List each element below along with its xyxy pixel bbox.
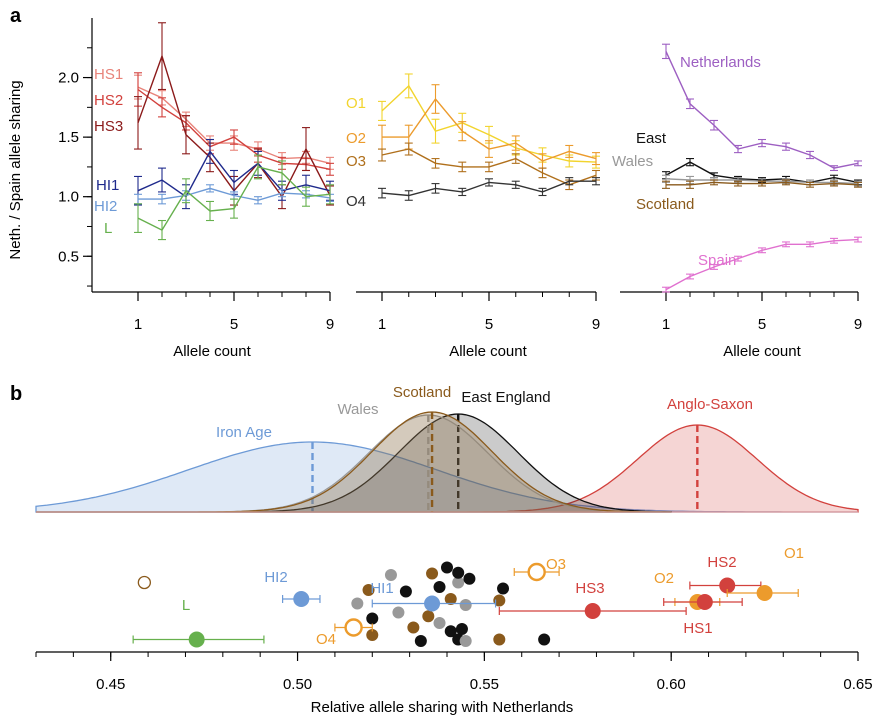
x-tick-label: 0.45 <box>96 676 125 693</box>
x-tick-label: 1 <box>662 316 670 333</box>
y-tick-label: 1.0 <box>58 189 79 206</box>
series-label-hi1: HI1 <box>96 177 119 194</box>
series-label-wales: Wales <box>612 153 653 170</box>
x-tick-label: 5 <box>485 316 493 333</box>
panel-a3-chart: 1 5 9 Netherlands East Wales Scotland Spain <box>612 43 862 333</box>
point-label-hs3: HS3 <box>575 580 604 597</box>
point-hs3 <box>584 603 601 619</box>
point-hi2 <box>293 591 310 607</box>
series-label-scotland: Scotland <box>636 196 694 213</box>
x-tick-label: 0.60 <box>657 676 686 693</box>
sample-point <box>433 581 446 593</box>
series-label-east: East <box>636 130 667 147</box>
density-label-wales: Wales <box>337 401 378 418</box>
x-tick-label: 5 <box>758 316 766 333</box>
point-l <box>188 631 205 648</box>
point-label-o2: O2 <box>654 570 674 587</box>
sample-point <box>399 585 412 598</box>
point-label-hs1: HS1 <box>683 620 712 637</box>
x-tick-label: 9 <box>592 316 600 333</box>
panel-label-b: b <box>10 383 22 405</box>
sample-point <box>444 625 457 638</box>
x-axis-label-b: Relative allele sharing with Netherlands <box>311 699 574 716</box>
sample-point <box>452 566 465 579</box>
sample-point <box>444 593 457 605</box>
point-label-l: L <box>182 597 190 614</box>
density-label-scotland: Scotland <box>393 384 451 401</box>
sample-point <box>414 635 427 647</box>
point-hs1 <box>696 594 713 610</box>
sample-point <box>497 582 510 595</box>
sample-point <box>459 635 472 647</box>
series-label-o2: O2 <box>346 130 366 147</box>
sample-point <box>392 606 405 619</box>
series-label-o4: O4 <box>346 193 366 210</box>
sample-point <box>463 572 476 585</box>
point-label-hs2: HS2 <box>707 554 736 571</box>
sample-point <box>407 621 420 634</box>
sample-point <box>493 633 506 646</box>
sample-point <box>366 629 379 641</box>
panel-label-a: a <box>10 5 22 27</box>
y-tick-label: 2.0 <box>58 70 79 87</box>
x-tick-label: 5 <box>230 316 238 333</box>
series-line-hs1 <box>137 86 331 164</box>
point-label-o4: O4 <box>316 631 336 648</box>
sample-point <box>433 617 446 629</box>
sample-point <box>422 610 435 623</box>
x-axis-label-a3: Allele count <box>723 343 801 360</box>
density-label-east-england: East England <box>461 389 550 406</box>
point-label-hi1: HI1 <box>370 580 393 597</box>
sample-point <box>366 612 379 625</box>
density-label-anglo-saxon: Anglo-Saxon <box>667 396 753 413</box>
point-label-hi2: HI2 <box>264 569 287 586</box>
x-tick-label: 1 <box>134 316 142 333</box>
point-o1 <box>756 585 773 601</box>
point-label-o1: O1 <box>784 545 804 562</box>
point-o4 <box>344 618 363 637</box>
x-tick-label: 9 <box>854 316 862 333</box>
series-label-hs2: HS2 <box>94 92 123 109</box>
series-label-hs3: HS3 <box>94 118 123 135</box>
x-tick-label: 0.50 <box>283 676 312 693</box>
y-axis-label-a1: Neth. / Spain allele sharing <box>7 80 24 259</box>
series-label-o3: O3 <box>346 153 366 170</box>
sample-point <box>455 623 468 635</box>
point-o3 <box>527 562 546 582</box>
panel-a1-chart: 1 5 9 0.5 1.0 1.5 2.0 HS1 HS2 HS3 HI1 HI2 L <box>58 18 334 333</box>
panel-a2-chart: 1 5 9 O1 O2 O3 O4 <box>346 73 600 333</box>
sample-point <box>384 569 397 581</box>
x-axis-label-a1: Allele count <box>173 343 251 360</box>
point-label-o3: O3 <box>546 556 566 573</box>
x-tick-label: 9 <box>326 316 334 333</box>
series-label-netherlands: Netherlands <box>680 54 761 71</box>
y-tick-label: 1.5 <box>58 129 79 146</box>
series-label-o1: O1 <box>346 95 366 112</box>
series-label-hi2: HI2 <box>94 198 117 215</box>
x-tick-label: 0.55 <box>470 676 499 693</box>
sample-point <box>426 567 439 580</box>
sample-point <box>538 633 551 646</box>
point-hi1 <box>424 595 441 612</box>
x-tick-label: 0.65 <box>843 676 872 693</box>
sample-point <box>137 575 152 590</box>
sample-point <box>362 584 375 596</box>
x-tick-label: 1 <box>378 316 386 333</box>
point-hs2 <box>719 577 736 594</box>
series-label-l: L <box>104 220 112 237</box>
series-label-spain: Spain <box>698 252 736 269</box>
sample-point <box>452 576 465 589</box>
y-tick-label: 0.5 <box>58 248 79 265</box>
panel-b-chart: Iron Age Anglo-Saxon East England Wales Scot… <box>35 384 872 693</box>
sample-point <box>459 599 472 611</box>
series-line-spain <box>665 238 859 291</box>
density-label-iron-age: Iron Age <box>216 424 272 441</box>
x-axis-label-a2: Allele count <box>449 343 527 360</box>
sample-point <box>351 597 364 610</box>
sample-point <box>493 594 506 607</box>
series-label-hs1: HS1 <box>94 66 123 83</box>
sample-point <box>441 561 453 574</box>
